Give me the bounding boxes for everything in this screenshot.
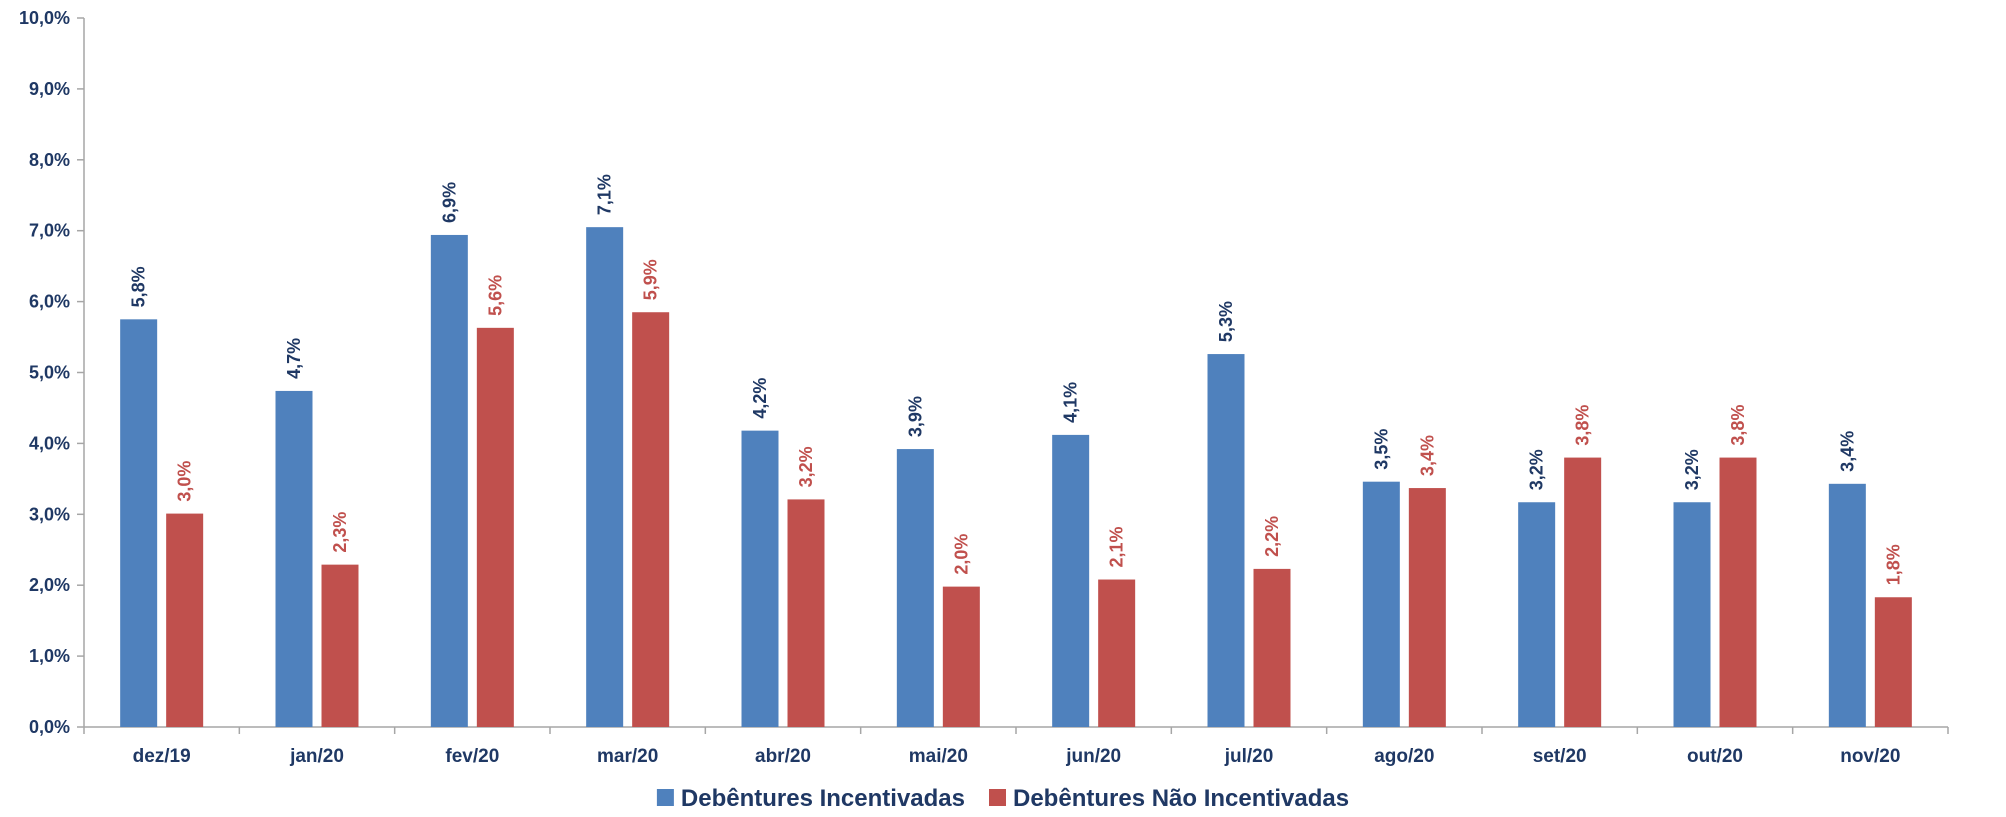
bar-incentivadas [741, 430, 779, 727]
x-tick-label: mai/20 [909, 746, 968, 767]
bar-nao-incentivadas [1874, 597, 1912, 727]
data-label: 4,7% [284, 338, 304, 379]
data-label: 3,2% [796, 446, 816, 487]
y-tick-label: 1,0% [29, 646, 70, 666]
bar-incentivadas [1828, 483, 1866, 727]
bar-incentivadas [896, 449, 934, 727]
x-tick-label: dez/19 [133, 746, 191, 767]
x-tick-label: mar/20 [597, 746, 658, 767]
data-label: 2,2% [1262, 516, 1282, 557]
data-label: 3,5% [1371, 429, 1391, 470]
data-label: 5,3% [1216, 301, 1236, 342]
bar-incentivadas [1362, 481, 1400, 727]
data-label: 5,8% [129, 266, 149, 307]
data-label: 3,8% [1728, 405, 1748, 446]
bar-nao-incentivadas [1719, 457, 1757, 727]
bar-incentivadas [430, 234, 468, 728]
bar-nao-incentivadas [787, 499, 825, 727]
x-tick-label: abr/20 [755, 746, 811, 767]
y-tick-label: 2,0% [29, 575, 70, 595]
legend: Debêntures Incentivadas Debêntures Não In… [656, 785, 1349, 812]
data-labels: 5,8% 4,7% 6,9% 7,1% 4,2% 3,9% 4,1% 5,3% 3,5% 3,2%… [129, 174, 1904, 585]
y-tick-label: 0,0% [29, 717, 70, 737]
data-label: 2,1% [1107, 526, 1127, 567]
data-label: 3,9% [905, 396, 925, 437]
x-tick-label: jul/20 [1224, 746, 1274, 767]
y-tick-label: 8,0% [29, 150, 70, 170]
axes: 0,0% 1,0% 2,0% 3,0% 4,0% 5,0% 6,0% 7,0% 8,0% 9,0%… [19, 8, 1949, 767]
data-label: 3,8% [1573, 405, 1593, 446]
data-label: 4,1% [1061, 382, 1081, 423]
data-label: 2,0% [951, 534, 971, 575]
x-tick-label: jun/20 [1065, 746, 1121, 767]
bar-nao-incentivadas [1564, 457, 1602, 727]
legend-swatch [989, 789, 1006, 806]
bar-incentivadas [586, 227, 624, 727]
bars [120, 227, 1912, 728]
bar-incentivadas [275, 390, 313, 727]
bar-nao-incentivadas [321, 564, 359, 727]
bar-nao-incentivadas [1098, 579, 1136, 727]
data-label: 7,1% [595, 174, 615, 215]
bar-nao-incentivadas [1253, 568, 1291, 727]
bar-nao-incentivadas [1408, 488, 1446, 727]
data-label: 5,9% [641, 259, 661, 300]
legend-swatch [656, 789, 674, 806]
y-tick-label: 9,0% [29, 79, 70, 99]
data-label: 5,6% [485, 275, 505, 316]
data-label: 3,4% [1417, 435, 1437, 476]
bar-nao-incentivadas [166, 513, 204, 727]
y-tick-label: 7,0% [29, 221, 70, 241]
bar-incentivadas [1673, 502, 1711, 727]
legend-label: Debêntures Incentivadas [681, 785, 965, 812]
data-label: 2,3% [330, 512, 350, 553]
legend-label: Debêntures Não Incentivadas [1013, 785, 1349, 812]
x-tick-label: out/20 [1687, 746, 1743, 767]
bar-nao-incentivadas [632, 312, 670, 727]
data-label: 3,2% [1682, 449, 1702, 490]
x-tick-label: fev/20 [445, 746, 499, 767]
bar-incentivadas [1052, 434, 1090, 727]
x-tick-label: set/20 [1533, 746, 1587, 767]
y-tick-label: 3,0% [29, 504, 70, 524]
bar-incentivadas [1207, 354, 1245, 727]
data-label: 3,4% [1837, 431, 1857, 472]
y-tick-label: 5,0% [29, 363, 70, 383]
bar-incentivadas [1518, 502, 1556, 727]
y-tick-label: 10,0% [19, 8, 70, 28]
data-label: 4,2% [750, 378, 770, 419]
data-label: 3,0% [175, 461, 195, 502]
y-tick-label: 6,0% [29, 292, 70, 312]
bar-nao-incentivadas [942, 586, 980, 727]
x-tick-label: ago/20 [1374, 746, 1434, 767]
data-label: 1,8% [1883, 544, 1903, 585]
data-label: 3,2% [1527, 449, 1547, 490]
x-tick-label: jan/20 [289, 746, 344, 767]
data-label: 6,9% [439, 182, 459, 223]
y-tick-label: 4,0% [29, 433, 70, 453]
bar-incentivadas [120, 319, 158, 727]
bar-nao-incentivadas [476, 327, 514, 727]
x-tick-label: nov/20 [1840, 746, 1900, 767]
